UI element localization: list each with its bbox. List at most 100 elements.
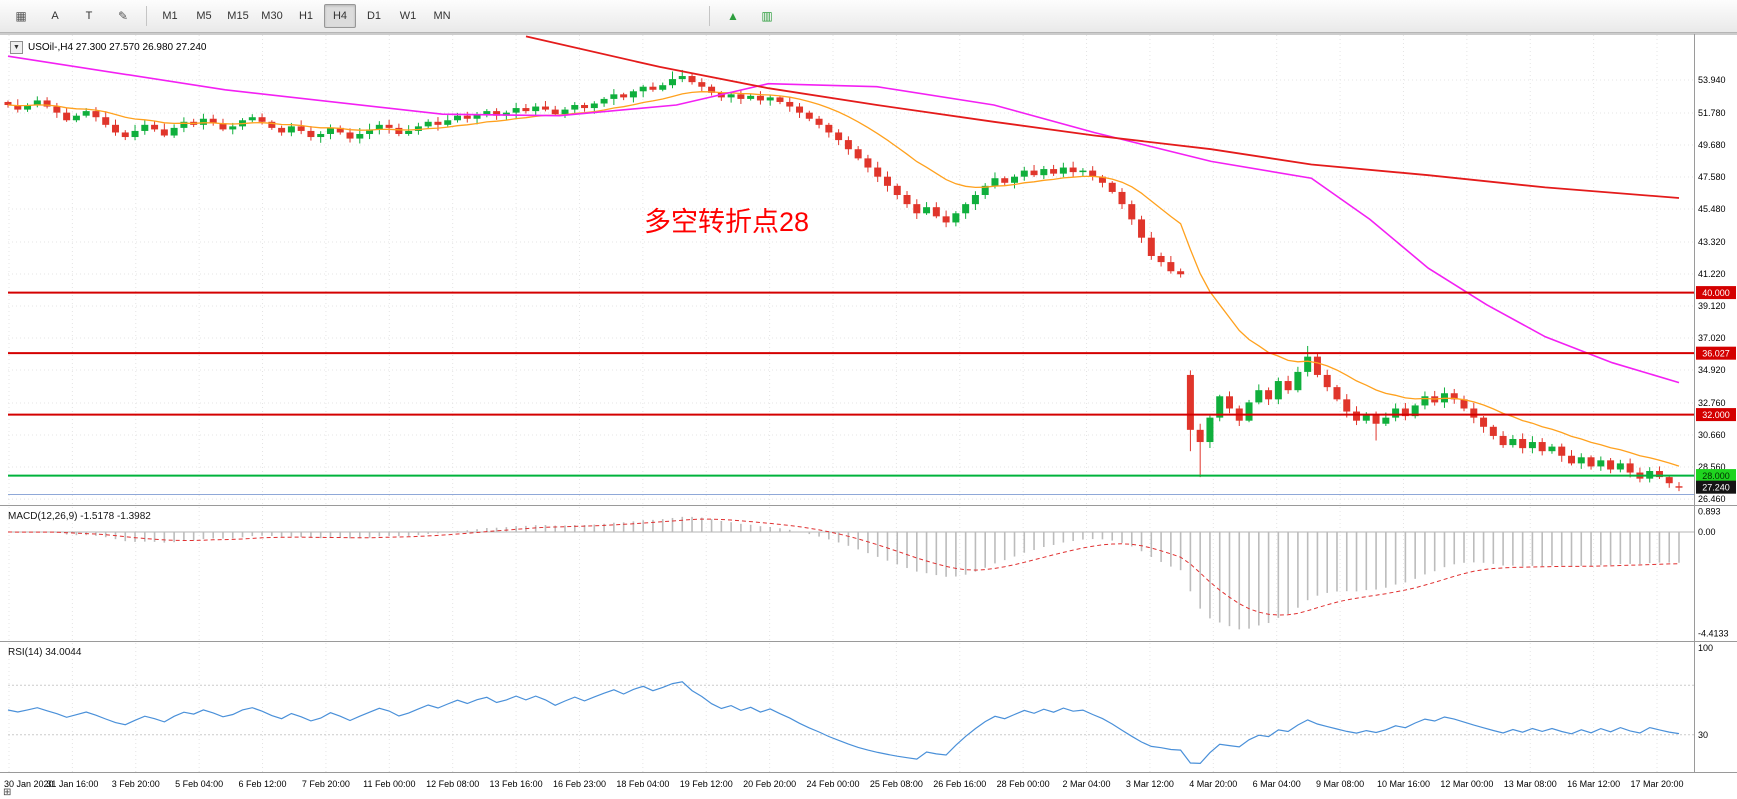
candle-body	[561, 109, 569, 115]
candle-body	[473, 114, 481, 119]
macd-scale-label: -4.4133	[1698, 629, 1729, 639]
time-axis-label: 26 Feb 16:00	[933, 779, 986, 789]
candle-body	[581, 105, 589, 109]
candle-body	[346, 132, 354, 139]
time-axis-label: 16 Mar 12:00	[1567, 779, 1620, 789]
candle-body	[268, 121, 276, 128]
price-line-tag	[1696, 346, 1736, 360]
price-scale-label: 47.580	[1698, 172, 1726, 182]
candle-body	[434, 121, 442, 125]
candle-body	[1401, 408, 1409, 417]
candle-body	[952, 213, 960, 223]
price-scale-label: 45.480	[1698, 204, 1726, 214]
candle-body	[1274, 381, 1282, 400]
candle-body	[199, 118, 207, 125]
chart-text-annotation: 多空转折点28	[643, 206, 810, 237]
timeframe-w1-button[interactable]: W1	[399, 10, 417, 22]
candle-body	[1177, 271, 1185, 275]
candle-body	[248, 117, 256, 121]
candle-body	[1020, 170, 1028, 177]
timeframe-mn-button[interactable]: MN	[433, 10, 451, 22]
timeframe-h1-button[interactable]: H1	[298, 10, 314, 22]
candle-body	[1362, 414, 1370, 421]
candle-body	[1040, 169, 1048, 176]
price-scale-label: 43.320	[1698, 237, 1726, 247]
candle-body	[590, 103, 598, 109]
price-scale-label: 49.680	[1698, 140, 1726, 150]
time-axis-label: 11 Feb 00:00	[363, 779, 415, 789]
macd-signal-line	[7, 518, 1680, 616]
candle-body	[33, 100, 41, 106]
symbol-ohlc-label: USOil-,H4 27.300 27.570 26.980 27.240	[28, 42, 207, 53]
candle-body	[219, 123, 227, 130]
candle-body	[883, 176, 891, 186]
text-tool-button[interactable]: T	[85, 10, 93, 22]
candle-body	[1059, 167, 1067, 174]
candle-body	[688, 76, 696, 83]
candle-body	[1157, 255, 1165, 263]
candle-body	[678, 76, 686, 80]
candle-body	[502, 112, 510, 116]
chart-shift-icon[interactable]: ⊞	[3, 787, 12, 798]
time-axis-label: 10 Mar 16:00	[1377, 779, 1430, 789]
timeframe-m15-button[interactable]: M15	[227, 10, 249, 22]
candle-body	[913, 204, 921, 214]
timeframe-d1-button[interactable]: D1	[366, 10, 382, 22]
candle-body	[141, 124, 149, 131]
draw-tool-button[interactable]: ✎	[117, 9, 129, 23]
timeframe-m30-button[interactable]: M30	[261, 10, 283, 22]
symbols-grid-icon[interactable]: ▦	[15, 9, 27, 23]
time-axis-label: 6 Feb 12:00	[239, 779, 287, 789]
timeframe-m5-button[interactable]: M5	[196, 10, 212, 22]
candle-body	[903, 194, 911, 205]
candle-body	[63, 112, 71, 121]
candle-body	[874, 167, 882, 177]
time-axis-label: 24 Feb 00:00	[806, 779, 859, 789]
candle-body	[532, 106, 540, 112]
time-axis-label: 6 Mar 04:00	[1253, 779, 1301, 789]
cursor-tool-button[interactable]: A	[51, 10, 59, 22]
candle-body	[1480, 417, 1488, 427]
time-axis-label: 5 Feb 04:00	[175, 779, 223, 789]
chevron-down-icon[interactable]: ▼	[10, 41, 23, 54]
price-scale-label: 39.120	[1698, 301, 1726, 311]
candle-body	[620, 94, 628, 98]
arrow-up-icon[interactable]: ▲	[727, 9, 739, 23]
candle-body	[366, 129, 374, 134]
ma-slow-line	[525, 35, 1680, 199]
time-axis-label: 7 Feb 20:00	[302, 779, 350, 789]
price-line-tag-text: 28.000	[1702, 471, 1730, 481]
candle-body	[1313, 356, 1321, 375]
candle-body	[668, 79, 676, 86]
candle-body	[53, 106, 61, 113]
time-axis-label: 17 Mar 20:00	[1630, 779, 1683, 789]
candle-body	[600, 98, 608, 104]
candle-body	[24, 105, 32, 110]
candle-body	[1167, 262, 1175, 272]
candle-body	[1597, 460, 1605, 467]
candle-body	[1225, 396, 1233, 409]
timeframe-h4-button[interactable]: H4	[324, 4, 356, 28]
time-axis-label: 19 Feb 12:00	[680, 779, 733, 789]
candle-body	[209, 118, 217, 124]
timeframe-m1-button[interactable]: M1	[162, 10, 178, 22]
price-scale-label: 30.660	[1698, 430, 1726, 440]
rsi-indicator-label: RSI(14) 34.0044	[8, 647, 82, 658]
candle-body	[1128, 204, 1136, 220]
price-line-tag-text: 40.000	[1702, 288, 1730, 298]
macd-indicator-label: MACD(12,26,9) -1.5178 -1.3982	[8, 511, 151, 522]
candle-body	[1528, 442, 1536, 449]
candle-body	[1089, 170, 1097, 177]
candle-body	[1470, 408, 1478, 418]
template-icon[interactable]: ▥	[761, 9, 773, 23]
candle-body	[1030, 170, 1038, 176]
candle-body	[454, 115, 462, 121]
candle-body	[659, 85, 667, 90]
candle-body	[776, 97, 784, 102]
candle-body	[639, 86, 647, 92]
candle-body	[72, 115, 80, 121]
candle-body	[1206, 417, 1214, 443]
price-line-tag	[1696, 469, 1736, 483]
candle-body	[1098, 176, 1106, 183]
